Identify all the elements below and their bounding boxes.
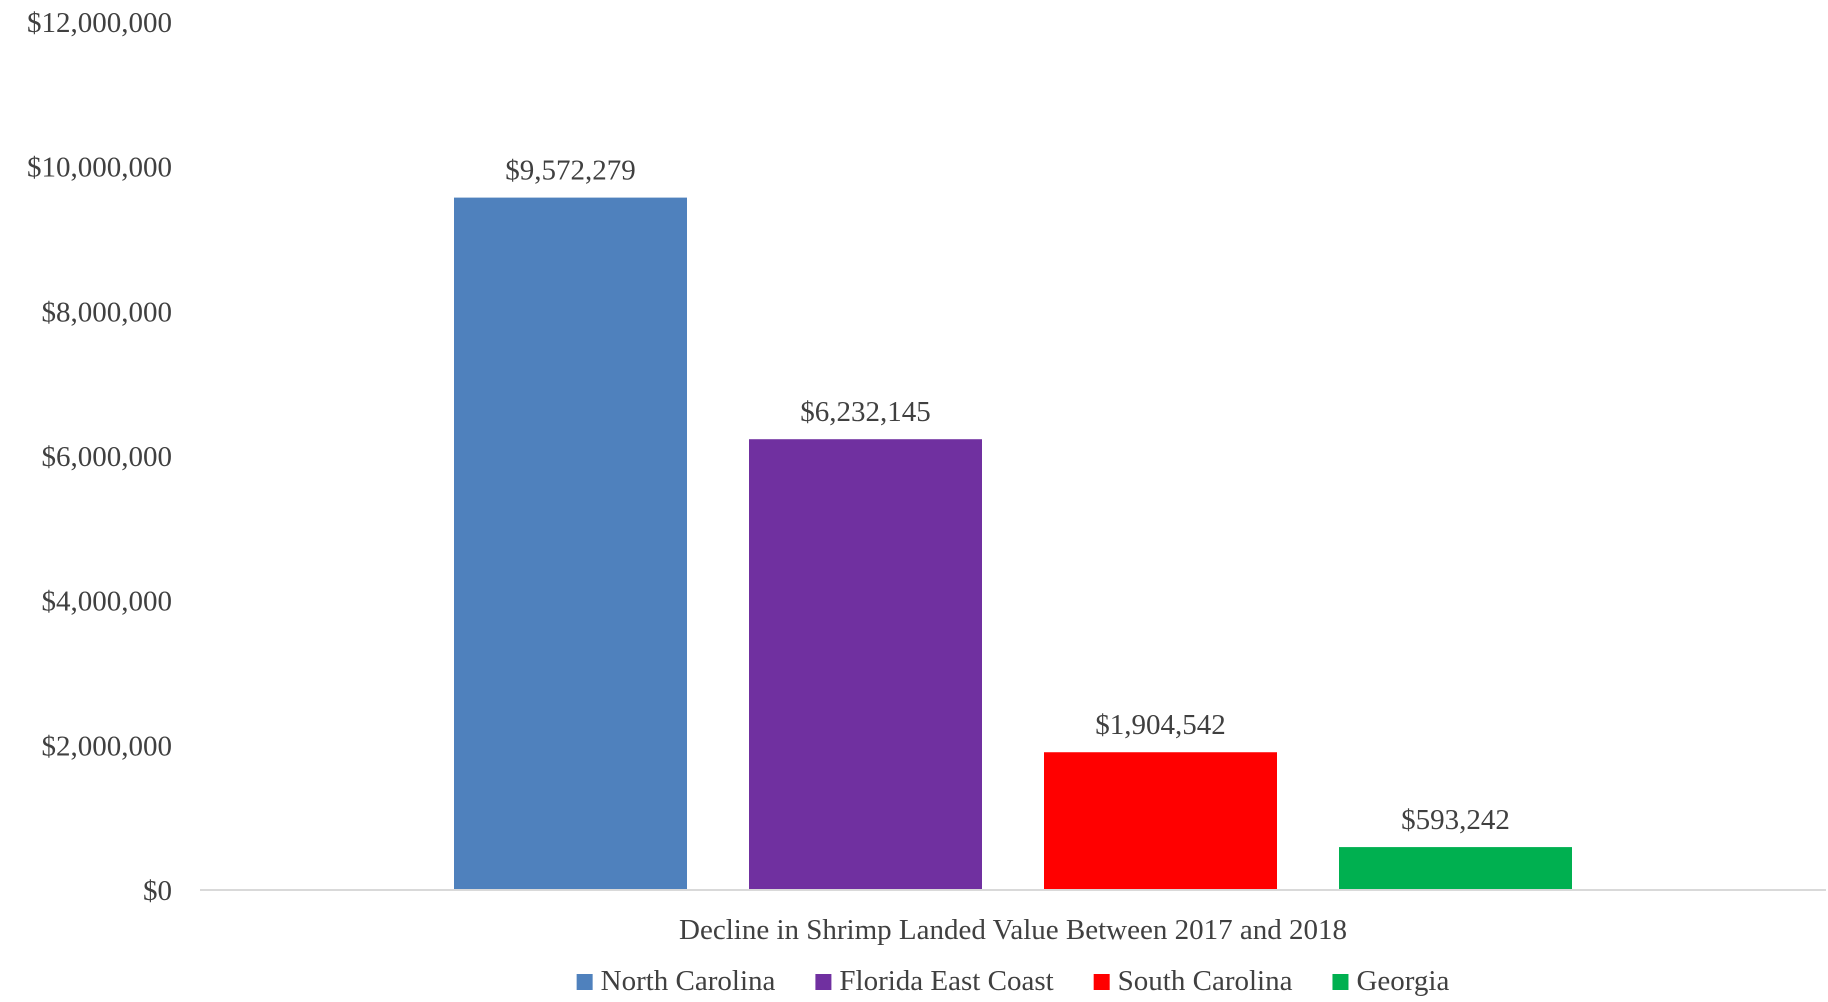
legend: North Carolina Florida East Coast South Ca… [576,965,1449,997]
y-tick-label: $2,000,000 [42,730,173,762]
y-tick-label: $12,000,000 [27,7,172,39]
legend-swatch [1093,974,1110,990]
y-tick-label: $0 [143,875,172,907]
y-axis-ticks: $0 $2,000,000 $4,000,000 $6,000,000 $8,000,0… [27,7,172,907]
bars [454,197,1572,890]
data-label: $1,904,542 [1095,709,1226,741]
y-tick-label: $4,000,000 [42,586,173,618]
legend-item: Georgia [1332,965,1449,997]
bar-georgia [1339,847,1572,890]
legend-swatch [815,974,832,990]
legend-swatch [576,974,593,990]
legend-item: Florida East Coast [815,965,1054,997]
y-tick-label: $8,000,000 [42,296,173,328]
legend-label: South Carolina [1118,965,1293,997]
data-label: $9,572,279 [505,155,636,187]
y-tick-label: $10,000,000 [27,152,172,184]
data-label: $593,242 [1401,804,1510,836]
y-tick-label: $6,000,000 [42,441,173,473]
x-axis-labels: Decline in Shrimp Landed Value Between 2… [679,914,1347,946]
bar-north-carolina [454,197,687,890]
bar-florida-east-coast [749,439,982,890]
data-label: $6,232,145 [800,396,931,428]
legend-label: North Carolina [601,965,776,997]
legend-label: Georgia [1356,965,1449,997]
legend-item: North Carolina [576,965,776,997]
data-labels: $9,572,279 $6,232,145 $1,904,542 $593,242 [505,155,1510,836]
legend-swatch [1332,974,1349,990]
bar-south-carolina [1044,752,1277,890]
legend-item: South Carolina [1093,965,1293,997]
legend-label: Florida East Coast [839,965,1053,997]
x-category-label: Decline in Shrimp Landed Value Between 2… [679,914,1347,946]
